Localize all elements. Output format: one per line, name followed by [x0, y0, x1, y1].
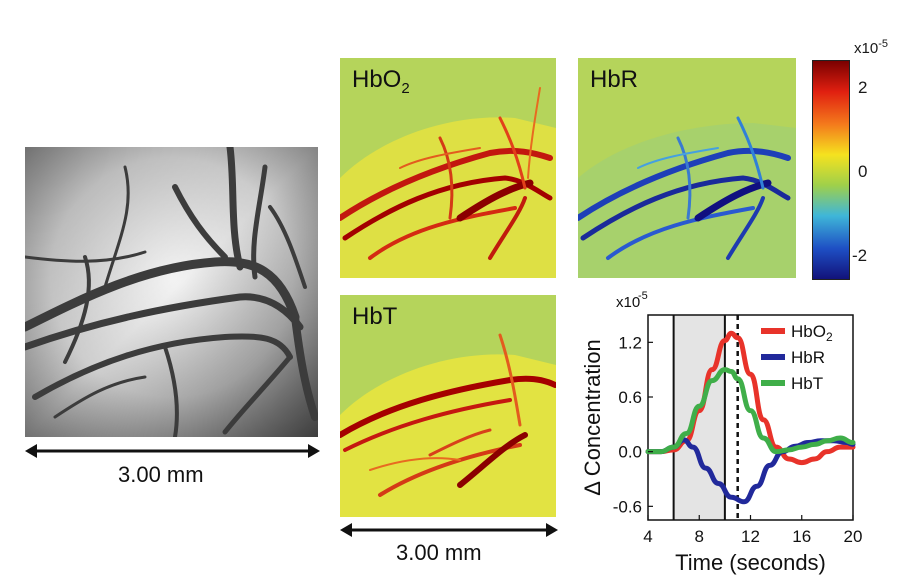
- colorbar-tick-mid: 0: [858, 162, 868, 181]
- legend-label-2: HbT: [791, 374, 823, 393]
- y-multiplier: x10: [616, 294, 640, 311]
- y-tick-label-1: 0.0: [618, 443, 642, 462]
- legend-label-0: HbO2: [791, 322, 833, 344]
- hbt-scale-arrow: [340, 523, 558, 537]
- raw-cortex-image: [25, 147, 318, 437]
- hbt-scale-label: 3.00 mm: [396, 540, 482, 565]
- raw-scale-label: 3.00 mm: [118, 462, 204, 487]
- hbt-label: HbT: [352, 303, 398, 330]
- y-tick-label-3: 1.2: [618, 333, 642, 352]
- colorbar-tick-top: 2: [858, 78, 868, 97]
- raw-scale-arrow: [25, 444, 320, 458]
- legend-label-sub-0: 2: [826, 330, 833, 344]
- hbo2-map: HbO2: [340, 58, 556, 278]
- y-multiplier-exponent: -5: [638, 290, 648, 302]
- x-tick-label-3: 16: [792, 527, 811, 546]
- legend-label-1: HbR: [791, 348, 825, 367]
- hbr-map-svg: [578, 58, 796, 278]
- x-tick-label-2: 12: [741, 527, 760, 546]
- hbt-map-svg: [340, 295, 556, 517]
- colorbar-tick-bottom: -2: [852, 246, 868, 265]
- y-tick-label-2: 0.6: [618, 388, 642, 407]
- hbr-map: HbR: [578, 58, 796, 278]
- x-axis-label: Time (seconds): [675, 550, 826, 575]
- y-axis-label: Δ Concentration: [580, 339, 605, 496]
- x-tick-label-4: 20: [844, 527, 863, 546]
- series-line-2: [645, 367, 856, 455]
- hbr-label: HbR: [590, 66, 639, 93]
- hbo2-label: HbO2: [352, 66, 410, 97]
- stim-window: [673, 315, 725, 520]
- x-tick-label-1: 8: [695, 527, 704, 546]
- colorbar-gradient: [813, 61, 849, 279]
- colorbar-exponent: x10-5: [854, 38, 888, 57]
- hbt-map: HbT: [340, 295, 556, 517]
- colorbar: [812, 60, 850, 280]
- time-course-chart: 4 8 12 16 20 -0.6 0.0 0.6 1.2 x10-5 Time (seconds)…: [580, 290, 863, 575]
- raw-cortex-svg: [25, 147, 318, 437]
- hbo2-map-svg: [340, 58, 556, 278]
- y-tick-label-0: -0.6: [613, 497, 642, 516]
- x-tick-label-0: 4: [643, 527, 652, 546]
